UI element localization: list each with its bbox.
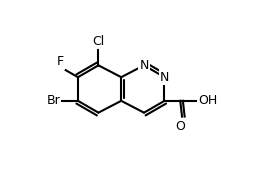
Text: N: N (139, 59, 149, 72)
Text: Br: Br (47, 94, 61, 107)
Text: N: N (160, 71, 169, 84)
Text: F: F (57, 55, 64, 68)
Text: OH: OH (198, 94, 217, 107)
Text: O: O (175, 120, 185, 133)
Text: Cl: Cl (92, 35, 105, 48)
